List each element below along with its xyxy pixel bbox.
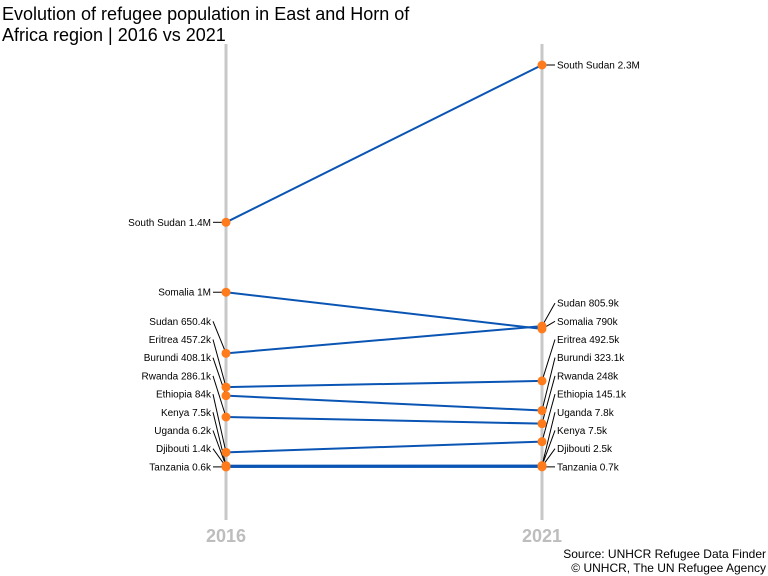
data-label-kenya-2016: Kenya 7.5k <box>161 408 212 419</box>
data-label-kenya-2021: Kenya 7.5k <box>557 426 608 437</box>
data-point-tanzania-2016 <box>221 462 231 472</box>
data-point-tanzania-2021 <box>537 462 547 472</box>
data-label-sudan-2021: Sudan 805.9k <box>557 299 620 310</box>
chart-title: Evolution of refugee population in East … <box>2 4 410 45</box>
year-label-2016: 2016 <box>206 526 246 546</box>
leader-line <box>212 430 227 467</box>
data-label-uganda-2021: Uganda 7.8k <box>557 408 615 419</box>
data-point-sudan-2021 <box>537 321 547 331</box>
copyright-line: © UNHCR, The UN Refugee Agency <box>571 561 766 575</box>
series-line-sudan <box>225 325 543 355</box>
leader-line <box>212 375 227 418</box>
data-label-somalia-2021: Somalia 790k <box>557 317 619 328</box>
data-label-somalia-2016: Somalia 1M <box>158 288 211 299</box>
leader-line <box>541 357 556 411</box>
data-label-tanzania-2016: Tanzania 0.6k <box>149 462 212 473</box>
data-label-djibouti-2016: Djibouti 1.4k <box>156 444 212 455</box>
data-point-burundi-2021 <box>537 406 547 416</box>
data-label-burundi-2021: Burundi 323.1k <box>557 353 625 364</box>
data-label-sudan-2016: Sudan 650.4k <box>149 317 212 328</box>
leader-line <box>541 393 556 442</box>
data-label-south-sudan-2016: South Sudan 1.4M <box>128 218 211 229</box>
source-note: Source: UNHCR Refugee Data Finder © UNHC… <box>563 547 766 575</box>
series-line-south-sudan <box>225 64 543 224</box>
leader-line <box>212 393 227 453</box>
leader-line <box>212 412 227 466</box>
data-point-eritrea-2016 <box>221 382 231 392</box>
data-point-south-sudan-2021 <box>537 60 547 70</box>
series-line-burundi <box>225 394 543 412</box>
data-label-ethiopia-2016: Ethiopia 84k <box>156 390 212 401</box>
data-point-ethiopia-2021 <box>537 437 547 447</box>
series-line-ethiopia <box>225 440 543 454</box>
data-label-ethiopia-2021: Ethiopia 145.1k <box>557 390 627 401</box>
data-label-tanzania-2021: Tanzania 0.7k <box>557 462 620 473</box>
series-line-somalia <box>225 291 543 330</box>
data-point-ethiopia-2016 <box>221 447 231 457</box>
data-label-rwanda-2016: Rwanda 286.1k <box>142 371 212 382</box>
data-point-sudan-2016 <box>221 348 231 358</box>
year-label-2021: 2021 <box>522 526 562 546</box>
data-label-burundi-2016: Burundi 408.1k <box>144 353 212 364</box>
leader-line <box>541 430 556 466</box>
data-point-somalia-2016 <box>221 287 231 297</box>
series-line-rwanda <box>225 415 543 425</box>
data-label-eritrea-2021: Eritrea 492.5k <box>557 335 620 346</box>
leader-line <box>541 412 556 466</box>
source-line: Source: UNHCR Refugee Data Finder <box>563 547 766 561</box>
data-label-eritrea-2016: Eritrea 457.2k <box>149 335 212 346</box>
data-point-rwanda-2021 <box>537 419 547 429</box>
data-point-burundi-2016 <box>221 391 231 401</box>
leader-line <box>541 339 556 382</box>
series-line-eritrea <box>225 379 543 389</box>
data-point-rwanda-2016 <box>221 412 231 422</box>
data-label-rwanda-2021: Rwanda 248k <box>557 371 619 382</box>
leader-line <box>212 321 227 354</box>
data-label-south-sudan-2021: South Sudan 2.3M <box>557 61 640 72</box>
data-point-eritrea-2021 <box>537 376 547 386</box>
data-point-south-sudan-2016 <box>221 217 231 227</box>
leader-line <box>212 339 227 388</box>
leader-line <box>541 375 556 424</box>
data-label-djibouti-2021: Djibouti 2.5k <box>557 444 613 455</box>
data-label-uganda-2016: Uganda 6.2k <box>154 426 212 437</box>
